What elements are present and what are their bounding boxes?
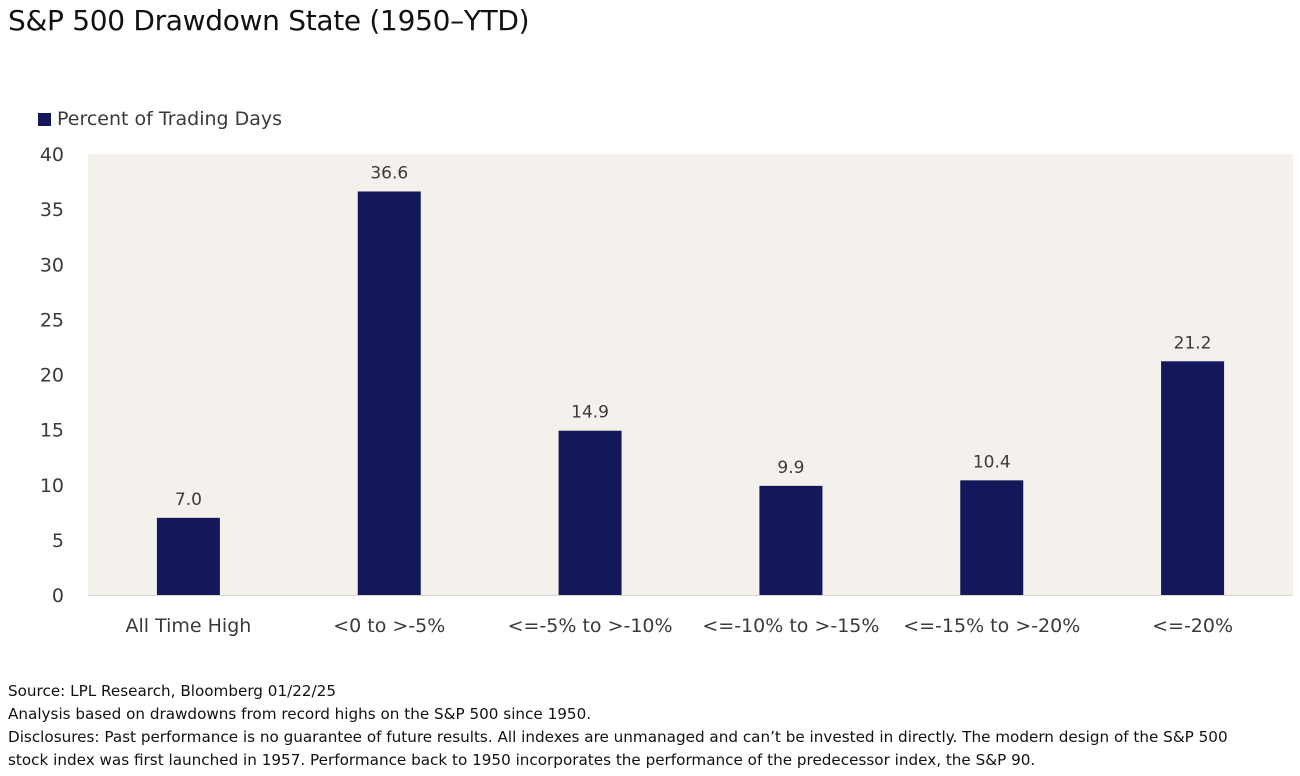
disclosure-note-2: stock index was first launched in 1957. … [8, 751, 1036, 769]
plot-area [88, 154, 1293, 595]
data-label: 9.9 [777, 458, 804, 478]
y-tick-label: 25 [40, 309, 64, 331]
y-tick-label: 5 [52, 530, 64, 552]
data-label: 7.0 [175, 490, 202, 510]
footnotes: Source: LPL Research, Bloomberg 01/22/25… [8, 680, 1298, 772]
y-tick-label: 40 [40, 144, 64, 166]
legend-label: Percent of Trading Days [57, 108, 283, 130]
disclosure-note-1: Disclosures: Past performance is no guar… [8, 728, 1228, 746]
legend-swatch [38, 112, 51, 126]
bar [1161, 361, 1225, 595]
y-tick-label: 35 [40, 199, 64, 221]
x-tick-label: <=-5% to >-10% [508, 615, 673, 637]
y-tick-label: 10 [40, 475, 64, 497]
x-tick-label: <=-20% [1152, 615, 1233, 637]
chart-title: S&P 500 Drawdown State (1950–YTD) [8, 4, 530, 37]
bar [558, 430, 622, 595]
bar [759, 485, 823, 595]
x-tick-label: <=-15% to >-20% [903, 615, 1080, 637]
data-label: 21.2 [1174, 333, 1212, 353]
bar-chart: 0 5 10 15 20 25 30 35 40 7.0 All Time High 36.6 <0 t… [40, 144, 1293, 637]
bar [357, 191, 421, 596]
bar [960, 480, 1024, 595]
y-tick-label: 15 [40, 420, 64, 442]
x-tick-label: <0 to >-5% [333, 615, 445, 637]
y-tick-label: 0 [52, 585, 64, 607]
data-label: 14.9 [571, 403, 609, 423]
data-label: 36.6 [370, 163, 408, 183]
x-tick-label: All Time High [126, 615, 252, 637]
analysis-note: Analysis based on drawdowns from record … [8, 705, 592, 723]
y-tick-label: 20 [40, 365, 64, 387]
data-label: 10.4 [973, 452, 1011, 472]
legend: Percent of Trading Days [38, 108, 282, 130]
x-tick-label: <=-10% to >-15% [702, 615, 879, 637]
y-tick-label: 30 [40, 254, 64, 276]
source-note: Source: LPL Research, Bloomberg 01/22/25 [8, 682, 336, 700]
bar [156, 517, 220, 595]
